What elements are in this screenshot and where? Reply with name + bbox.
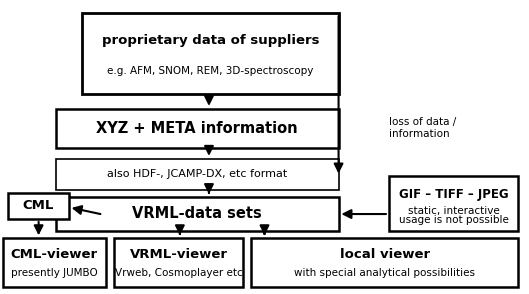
Text: XYZ + META information: XYZ + META information [96, 121, 298, 136]
Text: local viewer: local viewer [340, 248, 430, 261]
FancyBboxPatch shape [251, 238, 518, 287]
Text: GIF – TIFF – JPEG: GIF – TIFF – JPEG [399, 188, 508, 201]
FancyBboxPatch shape [114, 238, 243, 287]
Text: presently JUMBO: presently JUMBO [11, 268, 97, 278]
Text: with special analytical possibilities: with special analytical possibilities [294, 268, 476, 278]
Text: CML-viewer: CML-viewer [11, 248, 98, 261]
Text: CML: CML [23, 199, 54, 212]
FancyBboxPatch shape [56, 109, 339, 148]
FancyBboxPatch shape [56, 159, 339, 190]
Text: VRML-data sets: VRML-data sets [132, 206, 262, 221]
FancyBboxPatch shape [56, 197, 339, 231]
Text: static, interactive: static, interactive [408, 206, 499, 216]
FancyBboxPatch shape [82, 13, 339, 94]
Text: e.g. AFM, SNOM, REM, 3D-spectroscopy: e.g. AFM, SNOM, REM, 3D-spectroscopy [107, 66, 314, 76]
Text: VRML-viewer: VRML-viewer [130, 248, 227, 261]
FancyBboxPatch shape [389, 176, 518, 231]
Text: loss of data /
information: loss of data / information [389, 117, 456, 139]
Text: usage is not possible: usage is not possible [399, 215, 508, 225]
Text: also HDF-, JCAMP-DX, etc format: also HDF-, JCAMP-DX, etc format [107, 169, 287, 179]
FancyBboxPatch shape [8, 193, 69, 219]
Text: Vrweb, Cosmoplayer etc: Vrweb, Cosmoplayer etc [115, 268, 242, 278]
Text: proprietary data of suppliers: proprietary data of suppliers [102, 34, 319, 47]
FancyBboxPatch shape [3, 238, 106, 287]
